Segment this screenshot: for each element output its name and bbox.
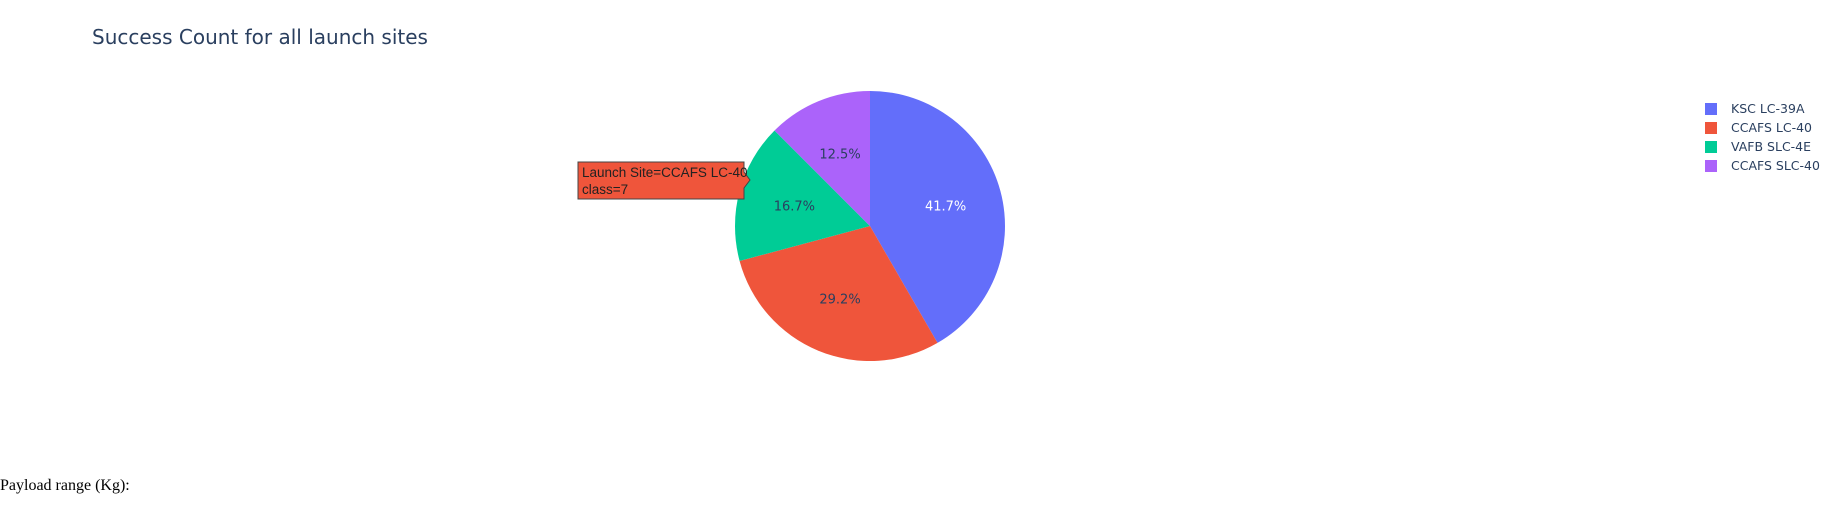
legend-item[interactable]: VAFB SLC-4E [1705,137,1820,156]
pie-percent-label: 41.7% [925,200,966,215]
pie-percent-label: 29.2% [819,292,860,307]
pie-slice-ccafs-slc-40[interactable] [774,91,870,226]
legend-item[interactable]: CCAFS SLC-40 [1705,156,1820,175]
hover-tooltip-box [577,161,751,200]
pie-percent-label: 12.5% [819,148,860,163]
pie-slice-vafb-slc-4e[interactable] [735,130,870,261]
hover-line-site: Launch Site=CCAFS LC-40 [582,165,748,180]
legend-item[interactable]: KSC LC-39A [1705,99,1820,118]
pie-slice-ccafs-lc-40[interactable] [739,226,938,361]
legend: KSC LC-39A CCAFS LC-40 VAFB SLC-4E CCAFS SL… [1705,99,1820,175]
legend-item[interactable]: CCAFS LC-40 [1705,118,1820,137]
legend-label: CCAFS SLC-40 [1731,158,1820,173]
pie-slice-ksc-lc-39a[interactable] [870,91,1005,343]
chart-title: Success Count for all launch sites [92,25,428,49]
legend-label: CCAFS LC-40 [1731,120,1812,135]
legend-swatch [1705,102,1717,115]
hover-line-class: class=7 [582,182,629,197]
legend-swatch [1705,159,1717,172]
legend-label: KSC LC-39A [1731,101,1805,116]
legend-label: VAFB SLC-4E [1731,139,1812,154]
pie-percent-label: 16.7% [774,200,815,215]
payload-range-label: Payload range (Kg): [0,477,130,494]
hover-tooltip: Launch Site=CCAFS LC-40 class=7 [578,162,748,199]
legend-swatch [1705,121,1717,134]
legend-swatch [1705,140,1717,153]
